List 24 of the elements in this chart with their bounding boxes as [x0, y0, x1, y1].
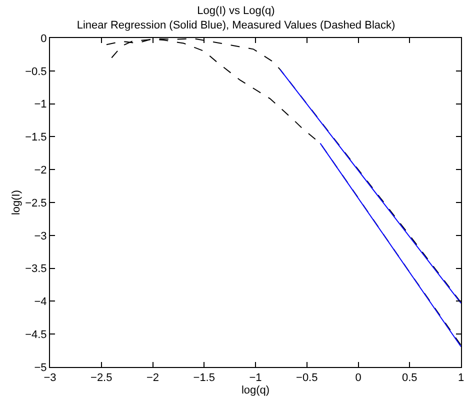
x-tick-label: 0.5	[402, 372, 418, 384]
y-tick-label: −1.5	[25, 132, 47, 144]
y-tick-label: −3	[34, 230, 47, 242]
x-tick-label: 0	[355, 372, 362, 384]
x-tick-label: −2	[146, 372, 160, 384]
x-tick-label: −3	[44, 372, 56, 384]
x-axis-title: log(q)	[241, 384, 270, 396]
y-tick-label: −1	[34, 98, 47, 111]
chart-subtitle: Linear Regression (Solid Blue), Measured Values (Dashed Black)	[76, 19, 396, 32]
x-tick-label: −2.5	[90, 372, 112, 384]
y-tick-label: −4	[34, 296, 47, 308]
x-tick-label: −0.5	[296, 372, 318, 384]
y-tick-label: −2.5	[25, 197, 47, 210]
y-axis-title: log(I)	[10, 190, 23, 216]
y-tick-label: −2	[34, 164, 47, 176]
chart-title: Log(I) vs Log(q)	[197, 5, 275, 18]
y-tick-label: −0.5	[25, 66, 47, 78]
x-tick-label: −1	[249, 372, 262, 384]
x-tick-label: 1	[458, 372, 464, 384]
y-tick-label: −4.5	[25, 328, 47, 341]
y-tick-label: −5	[34, 362, 47, 374]
x-tick-label: −1.5	[193, 372, 215, 384]
y-tick-label: 0	[40, 32, 47, 45]
y-tick-label: −3.5	[25, 263, 47, 276]
